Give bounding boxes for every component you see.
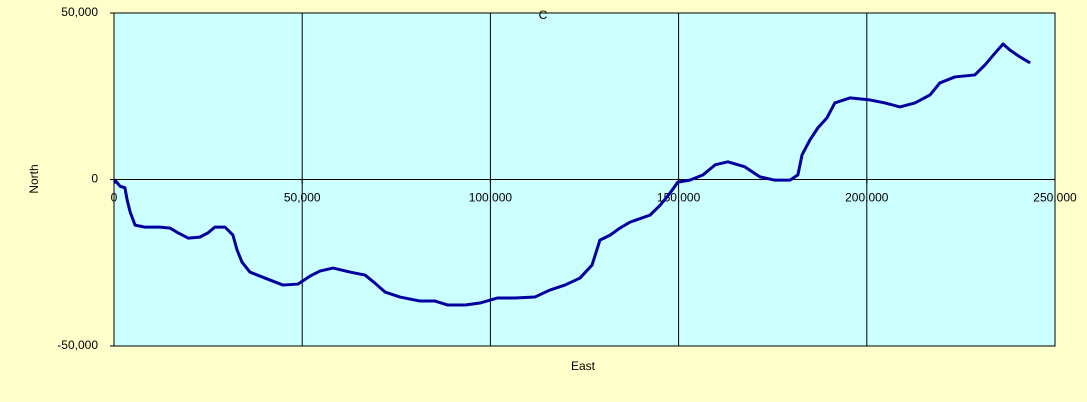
y-tick-label: 50,000 bbox=[61, 5, 98, 19]
y-tick-label: -50,000 bbox=[57, 338, 98, 352]
y-tick-label: 0 bbox=[91, 172, 98, 186]
x-axis-label: East bbox=[571, 359, 596, 373]
chart-title: C bbox=[539, 8, 548, 22]
y-axis-label: North bbox=[27, 164, 41, 193]
data-line bbox=[113, 42, 1031, 307]
